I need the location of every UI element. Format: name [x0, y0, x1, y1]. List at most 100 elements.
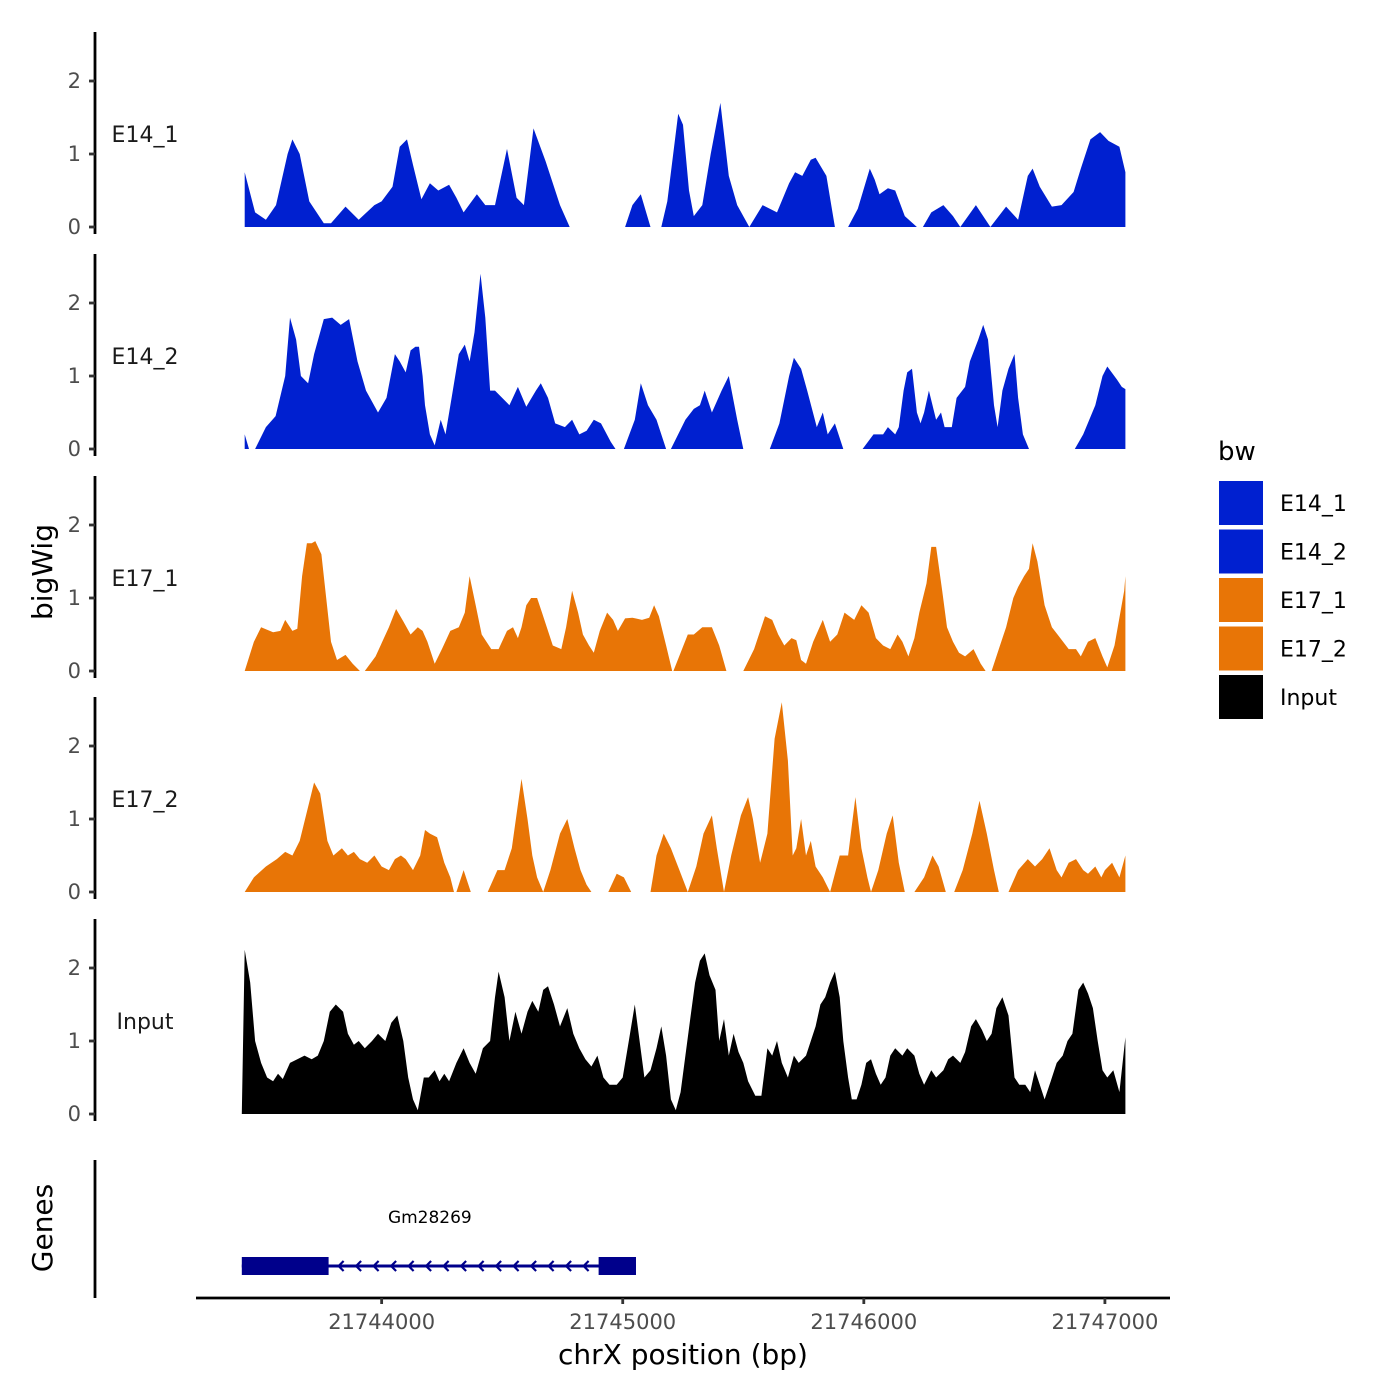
y-tick-label-E14_2-0: 0 [68, 437, 81, 461]
area-E17_2-10 [914, 855, 946, 892]
legend-label-E14_1: E14_1 [1280, 492, 1347, 517]
strand-arrow [512, 1260, 520, 1272]
strand-arrow [459, 1260, 467, 1272]
area-E14_2-3 [670, 376, 744, 449]
gene-Gm28269: Gm28269 [241, 1208, 636, 1275]
strand-arrow [494, 1260, 502, 1272]
area-E14_2-5 [862, 324, 1029, 449]
area-E14_2-6 [1074, 366, 1126, 449]
area-E17_2-2 [487, 778, 544, 892]
area-E17_1-2 [673, 627, 727, 671]
legend-label-E14_2: E14_2 [1280, 541, 1347, 566]
y-tick-label-E14_1-2: 2 [68, 69, 81, 93]
area-E14_1-5 [960, 205, 991, 227]
area-E17_2-9 [871, 815, 905, 892]
area-E17_1-3 [743, 546, 986, 671]
strand-arrow [582, 1260, 590, 1272]
strand-arrow [529, 1260, 537, 1272]
strand-arrow [389, 1260, 397, 1272]
legend-title: bw [1218, 437, 1256, 467]
track-E17_1: 0 1 2 E17_1 [68, 476, 1126, 683]
track-Input: 0 1 2 Input [68, 919, 1126, 1126]
y-tick-label-E17_2-1: 1 [68, 807, 81, 831]
strand-arrow [424, 1260, 432, 1272]
y-tick-label-Input-1: 1 [68, 1029, 81, 1053]
y-tick-label-E17_1-2: 2 [68, 513, 81, 537]
genes-axis-title: Genes [26, 1184, 59, 1272]
gene-exon-0 [241, 1257, 329, 1275]
legend-swatch-E14_1 [1217, 479, 1265, 527]
y-tick-label-E14_2-1: 1 [68, 364, 81, 388]
x-tick-label-21744000: 21744000 [328, 1310, 435, 1334]
legend-swatch-E17_1 [1217, 576, 1265, 624]
area-E17_2-12 [1008, 848, 1126, 892]
area-E14_1-3 [848, 168, 917, 227]
legend-entry-E17_2: E17_2 [1217, 624, 1347, 673]
x-tick-label-21745000: 21745000 [569, 1310, 676, 1334]
legend-entry-Input: Input [1217, 673, 1337, 721]
area-E14_2-1 [255, 273, 616, 449]
area-E17_2-5 [650, 833, 688, 892]
track-label-E14_1: E14_1 [112, 123, 179, 148]
legend-entry-E14_1: E14_1 [1217, 479, 1347, 527]
legend-entry-E14_2: E14_2 [1217, 527, 1347, 576]
area-E14_1-0 [244, 128, 570, 227]
y-tick-label-E17_2-2: 2 [68, 734, 81, 758]
area-E14_1-2 [749, 157, 835, 227]
legend-swatch-E17_2 [1217, 624, 1265, 673]
y-tick-label-E17_1-1: 1 [68, 586, 81, 610]
area-E17_2-4 [608, 873, 632, 892]
track-E14_2: 0 1 2 E14_2 [68, 254, 1126, 461]
area-E17_1-1 [364, 576, 673, 671]
track-label-E17_2: E17_2 [112, 788, 179, 813]
y-tick-label-Input-2: 2 [68, 956, 81, 980]
y-tick-label-E17_2-0: 0 [68, 880, 81, 904]
x-axis-title: chrX position (bp) [558, 1338, 808, 1371]
y-tick-label-E14_1-0: 0 [68, 215, 81, 239]
x-tick-label-21747000: 21747000 [1051, 1310, 1158, 1334]
area-E17_2-3 [543, 819, 592, 892]
area-E14_1-6 [990, 132, 1126, 227]
area-E17_2-7 [724, 702, 831, 892]
legend-entry-E17_1: E17_1 [1217, 576, 1347, 624]
track-panels: 0 1 2 E14_1 0 1 2 E14_2 0 1 2 E17_1 0 1 2 E17_2 0 1 2 Input [68, 32, 1126, 1126]
area-E17_2-1 [456, 870, 471, 892]
strand-arrow [564, 1260, 572, 1272]
x-axis: 21744000 21745000 21746000 21747000 [196, 1296, 1170, 1334]
legend-label-E17_2: E17_2 [1280, 638, 1347, 663]
legend-label-Input: Input [1280, 686, 1337, 711]
track-E14_1: 0 1 2 E14_1 [68, 32, 1126, 239]
genes-panel: Gm28269 [93, 1160, 636, 1298]
track-label-E14_2: E14_2 [112, 345, 179, 370]
legend-swatch-Input [1217, 673, 1265, 721]
area-E17_1-4 [991, 543, 1126, 671]
y-axis-title: bigWig [26, 524, 59, 620]
area-E17_2-6 [687, 815, 724, 892]
area-E14_1-4 [922, 205, 961, 227]
area-E17_2-0 [244, 782, 454, 892]
area-E17_2-11 [954, 800, 999, 892]
strand-arrow [337, 1260, 345, 1272]
y-tick-label-E14_1-1: 1 [68, 142, 81, 166]
y-tick-label-Input-0: 0 [68, 1102, 81, 1126]
y-tick-label-E14_2-2: 2 [68, 291, 81, 315]
x-tick-label-21746000: 21746000 [810, 1310, 917, 1334]
area-E14_1-1 [625, 102, 750, 227]
strand-arrow [442, 1260, 450, 1272]
strand-arrow [407, 1260, 415, 1272]
track-label-E17_1: E17_1 [112, 567, 179, 592]
gene-label: Gm28269 [388, 1208, 472, 1228]
strand-arrow [372, 1260, 380, 1272]
strand-arrow [354, 1260, 362, 1272]
y-tick-label-E17_1-0: 0 [68, 659, 81, 683]
area-E14_2-0 [244, 434, 249, 449]
area-E14_2-4 [769, 357, 844, 449]
strand-arrow [477, 1260, 485, 1272]
track-E17_2: 0 1 2 E17_2 [68, 697, 1126, 904]
legend-label-E17_1: E17_1 [1280, 589, 1347, 614]
legend-swatch-E14_2 [1217, 527, 1265, 576]
area-E17_1-0 [244, 541, 360, 671]
area-E14_2-2 [623, 383, 667, 449]
strand-arrow [547, 1260, 555, 1272]
